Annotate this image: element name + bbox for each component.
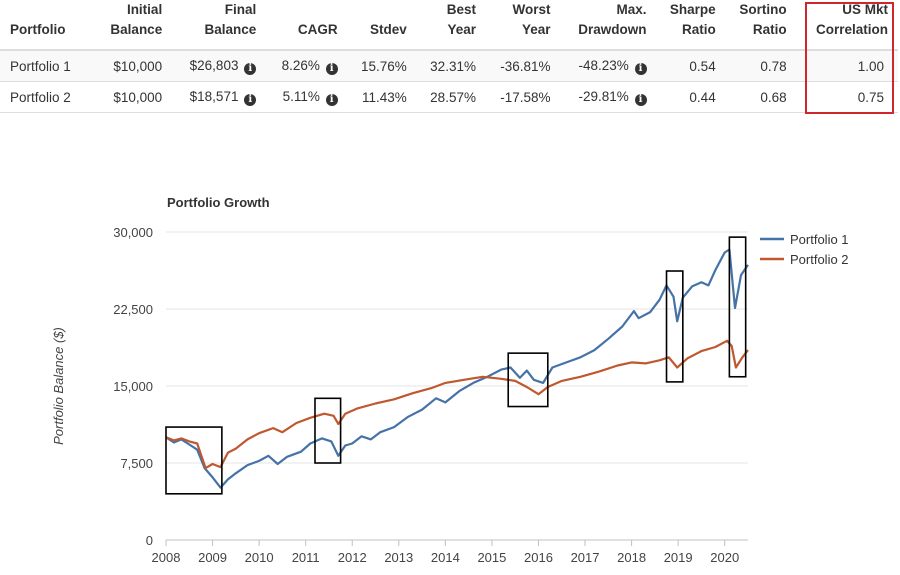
- cell-max-drawdown: -29.81% i: [556, 81, 653, 113]
- x-tick-label: 2010: [245, 550, 274, 565]
- table-row: Portfolio 2 $10,000 $18,571 i 5.11% i 11…: [0, 81, 898, 113]
- x-tick-label: 2020: [710, 550, 739, 565]
- x-tick-label: 2014: [431, 550, 460, 565]
- cell-max-drawdown-value: -48.23%: [578, 57, 629, 73]
- cell-worst-year: -36.81%: [481, 49, 557, 82]
- chart-title: Portfolio Growth: [167, 195, 270, 210]
- x-tick-label: 2019: [664, 550, 693, 565]
- x-axis-ticks: 2008 2009 2010 2011 2012 2013 2014 2015 2016 2017…: [152, 540, 739, 565]
- y-tick-label: 30,000: [113, 225, 153, 240]
- series-line-portfolio-2: [165, 339, 749, 470]
- y-axis-ticks: 0 7,500 15,000 22,500 30,000: [113, 225, 153, 548]
- cell-worst-year: -17.58%: [481, 81, 557, 113]
- y-tick-label: 15,000: [113, 379, 153, 394]
- info-circle-icon[interactable]: i: [244, 93, 257, 106]
- y-axis-title: Portfolio Balance ($): [51, 327, 66, 445]
- annotation-box: [165, 426, 223, 495]
- header-worst-year: Worst Year: [481, 0, 557, 51]
- x-tick-label: 2013: [384, 550, 413, 565]
- cell-cagr-value: 8.26%: [281, 57, 320, 73]
- cell-sortino-ratio: 0.68: [721, 81, 793, 113]
- info-circle-icon[interactable]: i: [244, 62, 257, 75]
- gridlines: [166, 231, 748, 541]
- x-tick-label: 2011: [292, 550, 320, 565]
- cell-stdev: 11.43%: [343, 81, 413, 113]
- x-tick-label: 2015: [477, 550, 506, 565]
- cell-final-balance-value: $18,571: [189, 88, 239, 104]
- header-sortino-ratio: Sortino Ratio: [721, 0, 793, 51]
- y-tick-label: 22,500: [113, 302, 153, 317]
- correlation-highlight-box: [805, 2, 894, 114]
- cell-best-year: 28.57%: [412, 81, 482, 113]
- header-initial-balance: Initial Balance: [91, 0, 169, 51]
- annotation-box: [314, 397, 342, 464]
- x-tick-label: 2009: [198, 550, 227, 565]
- header-us-mkt-correlation: US Mkt Correlation: [792, 0, 898, 51]
- x-tick-label: 2008: [152, 550, 181, 565]
- cell-final-balance: $26,803 i: [168, 49, 263, 82]
- stats-header-row: Portfolio Initial Balance Final Balance …: [0, 0, 898, 51]
- info-circle-icon[interactable]: i: [325, 62, 338, 75]
- cell-max-drawdown: -48.23% i: [556, 49, 653, 82]
- header-sharpe-ratio: Sharpe Ratio: [652, 0, 722, 51]
- legend-label: Portfolio 1: [790, 232, 849, 247]
- annotation-box: [507, 352, 549, 408]
- annotation-box: [728, 236, 747, 378]
- series-line-portfolio-1: [165, 248, 749, 489]
- legend-label: Portfolio 2: [790, 252, 849, 267]
- header-cagr: CAGR: [262, 0, 344, 51]
- cell-max-drawdown-value: -29.81%: [578, 88, 629, 104]
- info-circle-icon[interactable]: i: [634, 62, 647, 75]
- info-circle-icon[interactable]: i: [325, 93, 338, 106]
- cell-cagr: 8.26% i: [262, 49, 344, 82]
- x-tick-label: 2018: [617, 550, 646, 565]
- y-tick-label: 0: [146, 533, 153, 548]
- series-lines: [165, 248, 749, 489]
- portfolio-stats-table: Portfolio Initial Balance Final Balance …: [0, 0, 898, 113]
- header-stdev: Stdev: [343, 0, 413, 51]
- cell-stdev: 15.76%: [343, 49, 413, 82]
- cell-initial-balance: $10,000: [91, 81, 169, 113]
- header-portfolio: Portfolio: [0, 0, 92, 51]
- y-tick-label: 7,500: [120, 456, 153, 471]
- cell-initial-balance: $10,000: [91, 49, 169, 82]
- header-final-balance: Final Balance: [168, 0, 263, 51]
- header-max-drawdown: Max. Drawdown: [556, 0, 653, 51]
- cell-final-balance-value: $26,803: [189, 57, 239, 73]
- cell-portfolio-name: Portfolio 1: [0, 49, 92, 82]
- cell-portfolio-name: Portfolio 2: [0, 81, 92, 113]
- cell-cagr: 5.11% i: [262, 81, 344, 113]
- table-row: Portfolio 1 $10,000 $26,803 i 8.26% i 15…: [0, 49, 898, 82]
- annotation-box: [665, 270, 684, 383]
- x-tick-label: 2016: [524, 550, 553, 565]
- cell-cagr-value: 5.11%: [282, 88, 320, 104]
- cell-sortino-ratio: 0.78: [721, 49, 793, 82]
- cell-best-year: 32.31%: [412, 49, 482, 82]
- header-best-year: Best Year: [412, 0, 482, 51]
- cell-final-balance: $18,571 i: [168, 81, 263, 113]
- info-circle-icon[interactable]: i: [634, 93, 647, 106]
- x-tick-label: 2012: [338, 550, 367, 565]
- x-tick-label: 2017: [571, 550, 600, 565]
- cell-us-mkt-correlation: 1.00: [792, 49, 898, 82]
- cell-sharpe-ratio: 0.44: [652, 81, 722, 113]
- legend: Portfolio 1 Portfolio 2: [760, 232, 849, 267]
- cell-us-mkt-correlation: 0.75: [792, 81, 898, 113]
- cell-sharpe-ratio: 0.54: [652, 49, 722, 82]
- annotation-boxes: [165, 236, 747, 495]
